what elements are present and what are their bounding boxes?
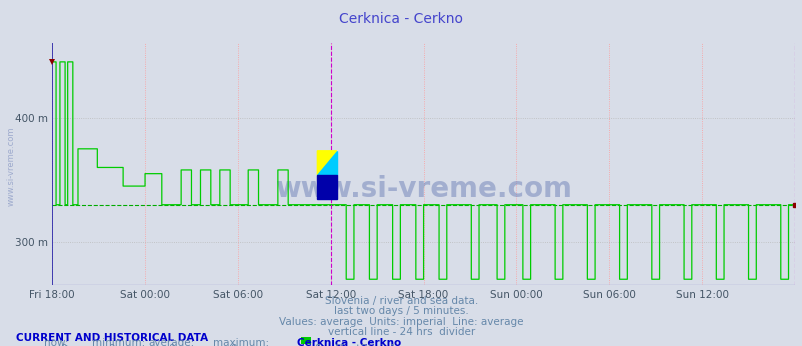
Text: last two days / 5 minutes.: last two days / 5 minutes. bbox=[334, 306, 468, 316]
Text: Cerknica - Cerkno: Cerknica - Cerkno bbox=[339, 12, 463, 26]
Text: www.si-vreme.com: www.si-vreme.com bbox=[275, 175, 571, 202]
Text: minimum:: minimum: bbox=[92, 338, 145, 346]
Polygon shape bbox=[317, 175, 336, 199]
Text: 0: 0 bbox=[168, 344, 175, 346]
Text: Slovenia / river and sea data.: Slovenia / river and sea data. bbox=[325, 296, 477, 306]
Text: maximum:: maximum: bbox=[213, 338, 269, 346]
Text: Cerknica - Cerkno: Cerknica - Cerkno bbox=[297, 338, 401, 346]
Text: www.si-vreme.com: www.si-vreme.com bbox=[6, 126, 15, 206]
Text: average:: average: bbox=[148, 338, 195, 346]
Text: vertical line - 24 hrs  divider: vertical line - 24 hrs divider bbox=[327, 327, 475, 337]
Text: Values: average  Units: imperial  Line: average: Values: average Units: imperial Line: av… bbox=[279, 317, 523, 327]
Text: flow[foot3/min]: flow[foot3/min] bbox=[314, 344, 395, 346]
Text: now:: now: bbox=[44, 338, 69, 346]
Text: 0: 0 bbox=[108, 344, 115, 346]
Polygon shape bbox=[317, 151, 336, 175]
Text: 0: 0 bbox=[230, 344, 237, 346]
Polygon shape bbox=[317, 151, 336, 175]
Text: CURRENT AND HISTORICAL DATA: CURRENT AND HISTORICAL DATA bbox=[16, 333, 208, 343]
Text: 0: 0 bbox=[60, 344, 67, 346]
